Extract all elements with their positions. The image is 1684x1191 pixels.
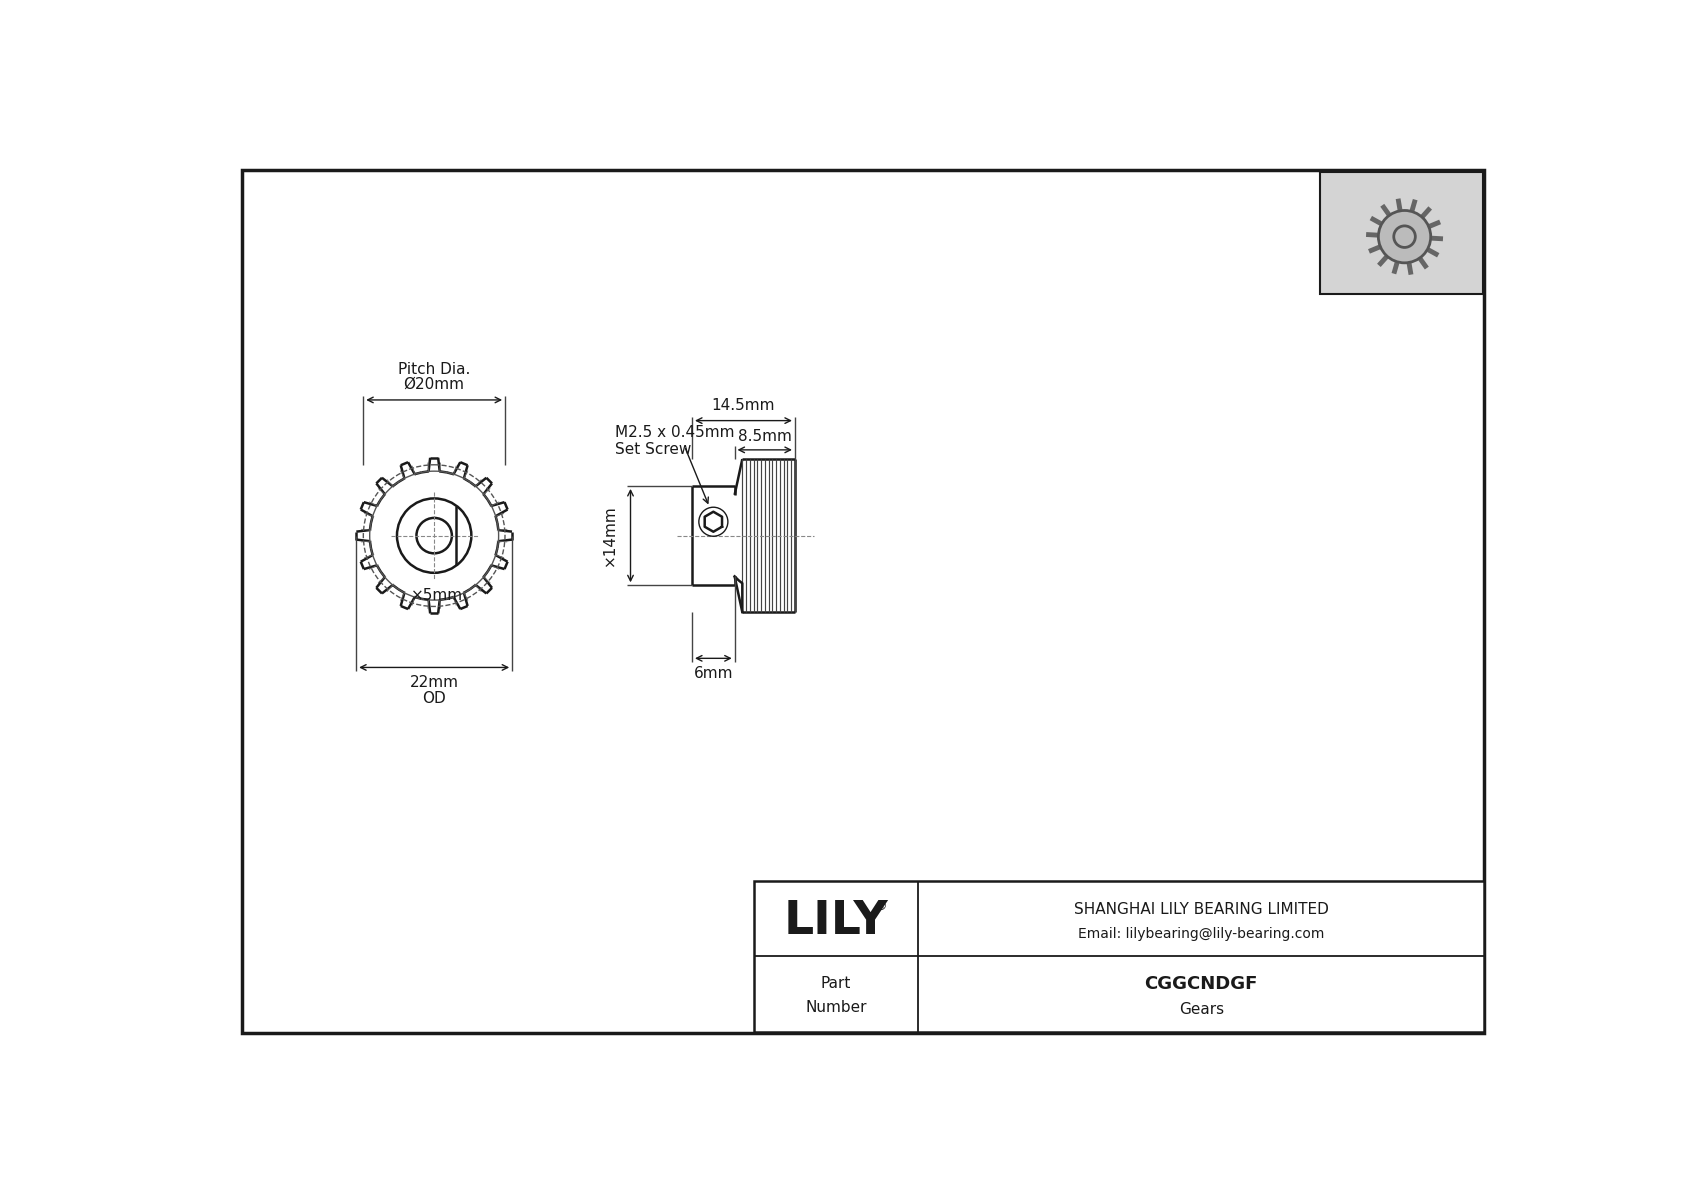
Text: Part: Part xyxy=(820,977,850,991)
Text: Gears: Gears xyxy=(1179,1002,1224,1017)
Bar xyxy=(754,880,1484,1033)
Text: M2.5 x 0.45mm: M2.5 x 0.45mm xyxy=(615,425,734,439)
Text: ×14mm: ×14mm xyxy=(601,505,616,567)
Bar xyxy=(1320,173,1484,294)
Text: Set Screw: Set Screw xyxy=(615,442,692,457)
Circle shape xyxy=(1379,211,1431,263)
Text: ×5mm: ×5mm xyxy=(411,588,463,604)
Text: 22mm: 22mm xyxy=(409,675,458,691)
Text: 6mm: 6mm xyxy=(694,666,733,681)
Text: Ø20mm: Ø20mm xyxy=(404,378,465,392)
Text: Email: lilybearing@lily-bearing.com: Email: lilybearing@lily-bearing.com xyxy=(1078,927,1325,941)
Text: Pitch Dia.: Pitch Dia. xyxy=(397,362,470,376)
Text: Number: Number xyxy=(805,1000,867,1016)
Text: CGGCNDGF: CGGCNDGF xyxy=(1145,974,1258,993)
Text: 8.5mm: 8.5mm xyxy=(738,429,791,443)
Text: ®: ® xyxy=(874,899,887,912)
Text: OD: OD xyxy=(423,691,446,706)
Text: SHANGHAI LILY BEARING LIMITED: SHANGHAI LILY BEARING LIMITED xyxy=(1074,902,1329,917)
Text: LILY: LILY xyxy=(783,899,887,944)
Text: 14.5mm: 14.5mm xyxy=(712,398,775,413)
